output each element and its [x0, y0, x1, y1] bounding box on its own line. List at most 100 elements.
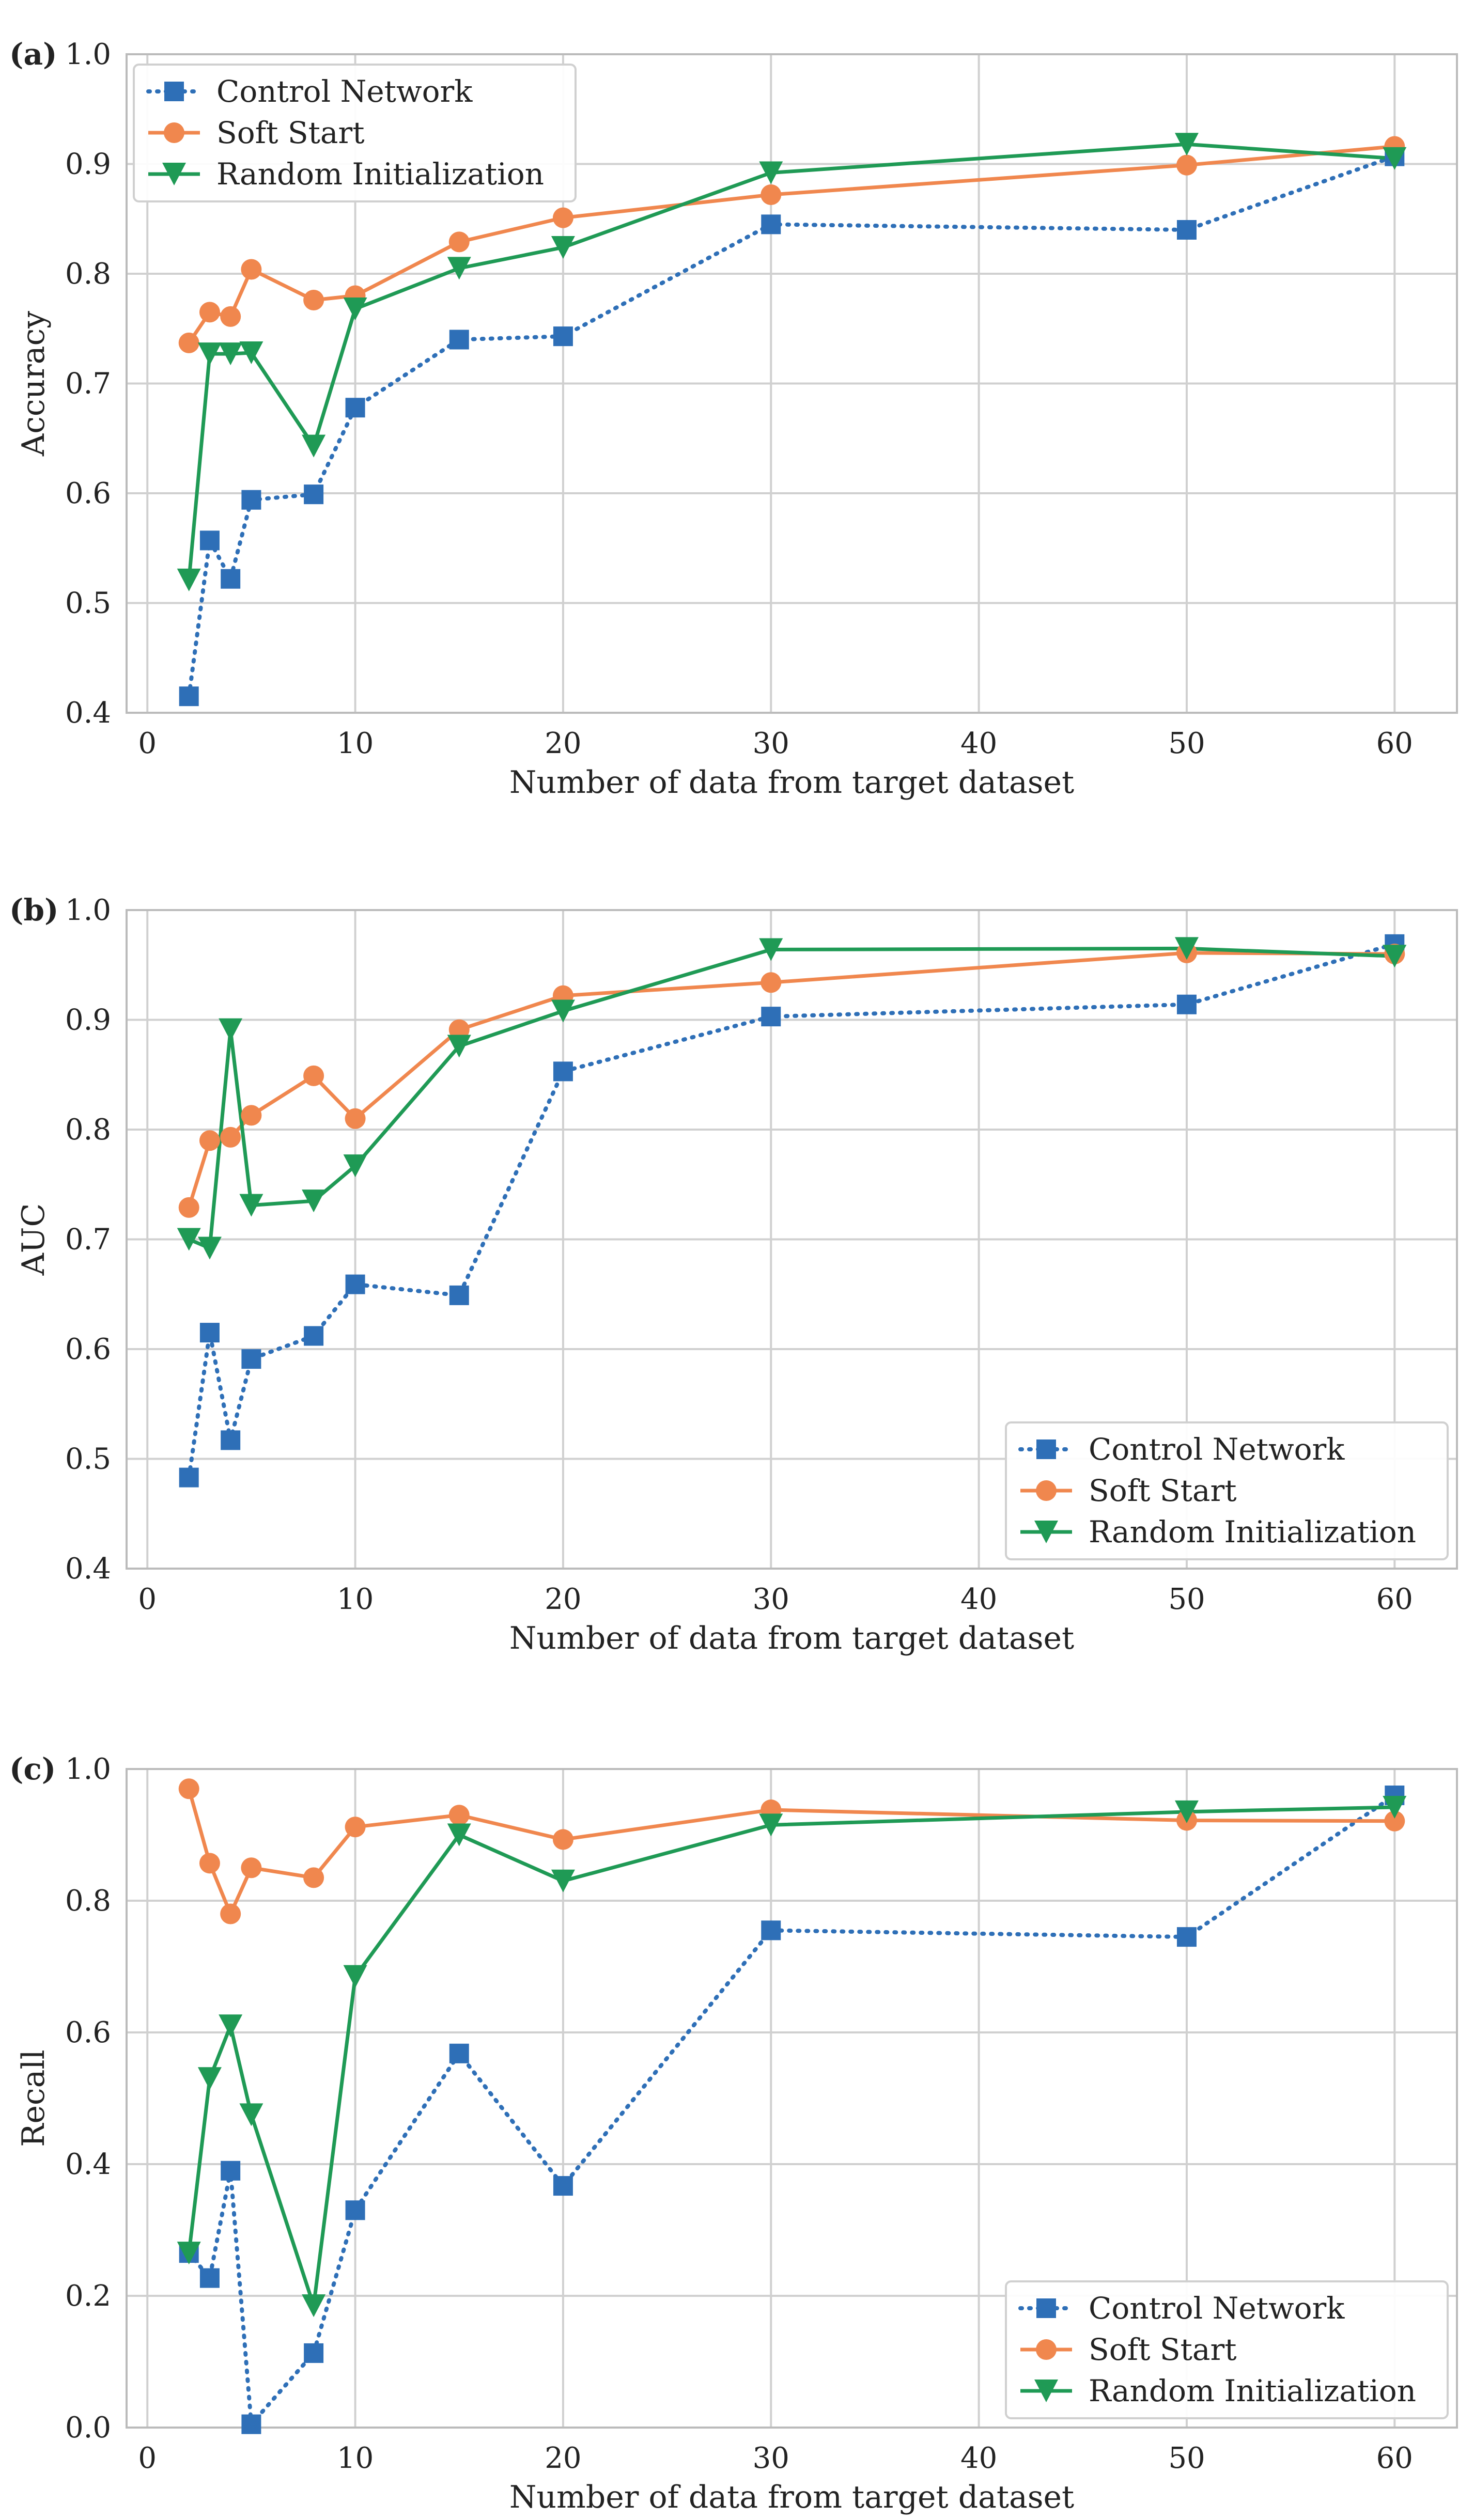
legend-marker-control	[1036, 1439, 1056, 1459]
data-point-control	[221, 1430, 241, 1450]
legend-marker-control	[1036, 2298, 1056, 2318]
data-point-random	[1174, 937, 1199, 960]
data-point-soft	[220, 1126, 241, 1148]
data-point-random	[177, 1228, 201, 1251]
legend-marker-random	[162, 163, 186, 185]
y-tick-label: 1.0	[65, 1752, 111, 1786]
y-tick-label: 0.9	[65, 1004, 111, 1037]
x-tick-label: 40	[960, 1583, 997, 1616]
data-point-random	[177, 568, 201, 591]
x-tick-label: 10	[337, 1583, 374, 1616]
legend-box	[1005, 2280, 1449, 2419]
legend: Control Network Soft Start Random Initiali…	[133, 64, 577, 202]
y-tick-label: 0.6	[65, 1333, 111, 1366]
y-tick-label: 0.4	[65, 696, 111, 730]
legend: Control Network Soft Start Random Initiali…	[1005, 2280, 1449, 2419]
y-axis-label: Accuracy	[15, 311, 52, 457]
x-tick-label: 60	[1376, 1583, 1413, 1616]
legend-marker-soft	[1036, 1480, 1057, 1501]
x-axis-label: Number of data from target dataset	[509, 764, 1074, 801]
data-point-random	[219, 342, 243, 366]
x-tick-label: 10	[337, 727, 374, 760]
data-point-control	[199, 2268, 220, 2288]
y-tick-label: 0.7	[65, 1223, 111, 1257]
data-point-control	[553, 326, 573, 347]
data-point-soft	[345, 1817, 366, 1838]
data-point-random	[239, 341, 263, 364]
data-point-random	[197, 1236, 222, 1260]
data-point-random	[759, 938, 783, 961]
data-point-soft	[448, 1805, 470, 1826]
series-line-control	[187, 942, 1397, 1480]
data-point-random	[177, 2242, 201, 2265]
data-point-control	[761, 1007, 781, 1027]
y-tick-label: 0.2	[65, 2279, 111, 2313]
data-point-random	[302, 2294, 326, 2318]
x-tick-label: 40	[960, 727, 997, 760]
data-point-random	[551, 999, 575, 1023]
series-line-control	[187, 154, 1397, 699]
legend-marker-control	[164, 82, 184, 101]
y-tick-label: 0.6	[65, 477, 111, 510]
data-point-soft	[345, 1108, 366, 1129]
x-tick-label: 0	[138, 2441, 157, 2475]
data-point-soft	[303, 1065, 324, 1086]
x-axis-label: Number of data from target dataset	[509, 1620, 1074, 1656]
y-tick-label: 0.8	[65, 1884, 111, 1918]
data-point-control	[449, 2043, 469, 2063]
data-point-random	[447, 1823, 471, 1846]
legend-marker-random	[1034, 1521, 1058, 1543]
y-tick-label: 1.0	[65, 894, 111, 927]
data-point-control	[345, 2200, 365, 2220]
data-point-random	[1383, 945, 1407, 968]
data-point-soft	[178, 1197, 199, 1218]
legend-marker-soft	[1036, 2339, 1057, 2360]
x-tick-label: 20	[545, 2441, 581, 2475]
y-tick-label: 0.5	[65, 1443, 111, 1476]
x-axis-label: Number of data from target dataset	[509, 2479, 1074, 2515]
data-point-random	[343, 298, 367, 320]
y-axis-label: Recall	[15, 2049, 52, 2147]
data-point-control	[199, 1323, 220, 1343]
data-point-control	[449, 330, 469, 350]
panel-label: (b)	[9, 893, 58, 928]
legend-label-random: Random Initialization	[1089, 1514, 1416, 1549]
data-point-soft	[241, 259, 262, 280]
data-point-soft	[1384, 1810, 1405, 1832]
data-point-random	[239, 2103, 263, 2126]
data-point-random	[219, 1018, 243, 1041]
legend-label-soft: Soft Start	[1089, 1473, 1237, 1508]
legend-label-random: Random Initialization	[216, 156, 544, 192]
y-tick-label: 0.8	[65, 257, 111, 291]
data-point-random	[343, 1154, 367, 1178]
legend-label-random: Random Initialization	[1089, 2373, 1416, 2408]
data-point-soft	[199, 302, 220, 323]
x-tick-label: 50	[1168, 1583, 1205, 1616]
legend-marker-random	[1034, 2380, 1058, 2402]
legend-label-control: Control Network	[216, 74, 473, 109]
series-line-random	[187, 142, 1395, 581]
data-point-control	[241, 2414, 261, 2434]
data-point-control	[553, 2176, 573, 2196]
legend-label-control: Control Network	[1089, 1432, 1345, 1467]
x-tick-label: 50	[1168, 2441, 1205, 2475]
data-point-soft	[303, 290, 324, 310]
data-point-soft	[552, 1829, 573, 1850]
plot-frame	[126, 1768, 1458, 2429]
data-point-random	[302, 434, 326, 458]
data-point-control	[179, 1467, 199, 1488]
x-tick-label: 40	[960, 2441, 997, 2475]
series-line-soft	[187, 951, 1395, 1208]
data-point-soft	[1176, 154, 1197, 176]
data-point-control	[304, 2343, 324, 2363]
data-point-random	[302, 1189, 326, 1213]
data-point-control	[241, 1349, 261, 1369]
data-point-control	[179, 686, 199, 707]
data-point-random	[1383, 1795, 1407, 1819]
data-point-soft	[448, 231, 470, 253]
data-point-control	[1176, 1927, 1197, 1947]
data-point-soft	[199, 1130, 220, 1151]
data-point-control	[345, 1274, 365, 1294]
